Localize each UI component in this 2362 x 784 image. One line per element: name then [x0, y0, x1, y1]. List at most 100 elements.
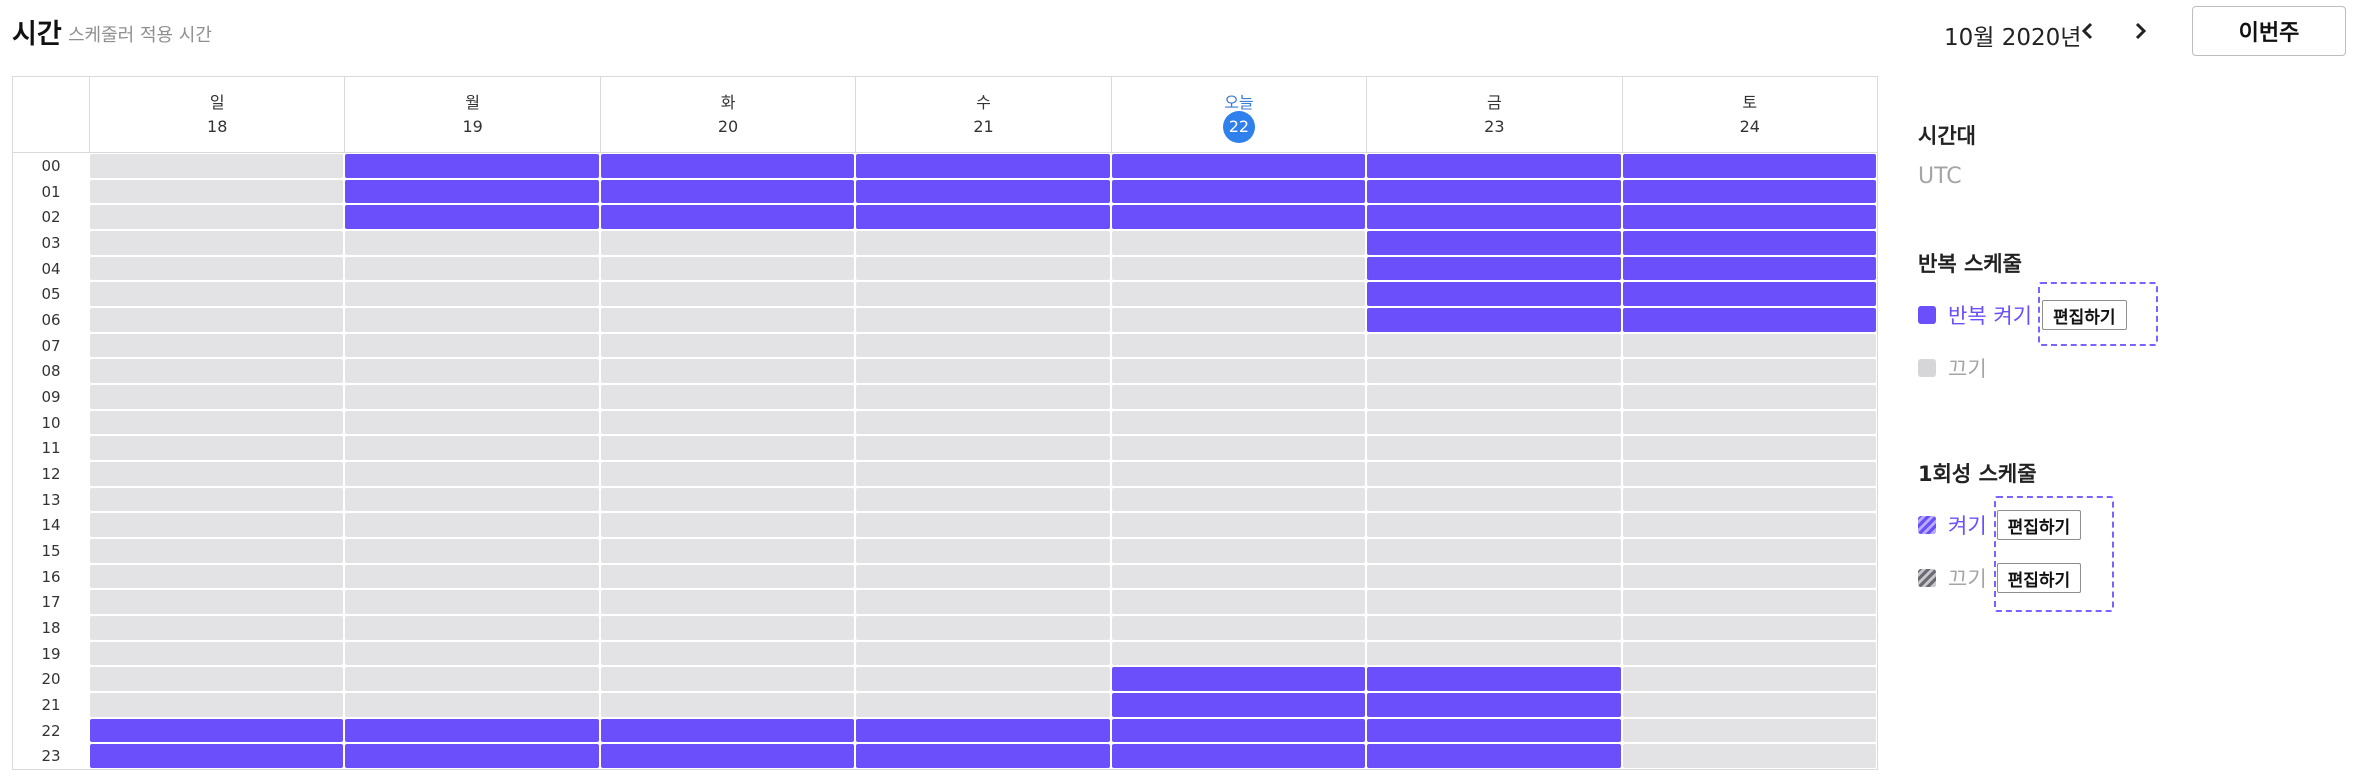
time-slot-18-10[interactable] — [90, 410, 344, 435]
time-slot-22-09[interactable] — [1111, 385, 1366, 409]
time-slot-24-10[interactable] — [1622, 410, 1876, 435]
prev-week-button[interactable] — [2072, 14, 2104, 48]
time-slot-23-20[interactable] — [1367, 667, 1621, 691]
time-slot-24-13[interactable] — [1622, 487, 1876, 512]
time-slot-24-19[interactable] — [1622, 641, 1876, 666]
time-slot-22-16[interactable] — [1111, 564, 1366, 589]
time-slot-21-10[interactable] — [856, 410, 1110, 435]
time-slot-20-17[interactable] — [600, 590, 855, 614]
time-slot-19-08[interactable] — [345, 359, 599, 383]
time-slot-21-12[interactable] — [856, 462, 1110, 486]
time-slot-23-17[interactable] — [1367, 590, 1621, 614]
time-slot-19-00[interactable] — [345, 154, 599, 178]
time-slot-23-12[interactable] — [1367, 462, 1621, 486]
time-slot-19-17[interactable] — [345, 590, 599, 614]
time-slot-22-11[interactable] — [1111, 436, 1366, 460]
time-slot-22-01[interactable] — [1111, 179, 1366, 204]
time-slot-21-21[interactable] — [856, 693, 1110, 717]
time-slot-20-11[interactable] — [600, 436, 855, 460]
time-slot-18-07[interactable] — [90, 333, 344, 358]
time-slot-20-00[interactable] — [600, 154, 855, 178]
time-slot-18-02[interactable] — [90, 205, 344, 229]
time-slot-19-18[interactable] — [345, 616, 599, 640]
time-slot-20-12[interactable] — [600, 462, 855, 486]
time-slot-24-09[interactable] — [1622, 385, 1876, 409]
time-slot-23-14[interactable] — [1367, 513, 1621, 537]
time-slot-24-17[interactable] — [1622, 590, 1876, 614]
time-slot-19-14[interactable] — [345, 513, 599, 537]
time-slot-24-03[interactable] — [1622, 231, 1876, 255]
time-slot-18-14[interactable] — [90, 513, 344, 537]
time-slot-22-06[interactable] — [1111, 308, 1366, 332]
time-slot-21-09[interactable] — [856, 385, 1110, 409]
time-slot-20-14[interactable] — [600, 513, 855, 537]
time-slot-19-21[interactable] — [345, 693, 599, 717]
time-slot-23-06[interactable] — [1367, 308, 1621, 332]
time-slot-20-19[interactable] — [600, 641, 855, 666]
time-slot-18-13[interactable] — [90, 487, 344, 512]
time-slot-22-12[interactable] — [1111, 462, 1366, 486]
time-slot-22-22[interactable] — [1111, 718, 1366, 743]
time-slot-24-12[interactable] — [1622, 462, 1876, 486]
time-slot-20-02[interactable] — [600, 205, 855, 229]
time-slot-18-16[interactable] — [90, 564, 344, 589]
time-slot-18-03[interactable] — [90, 231, 344, 255]
time-slot-24-20[interactable] — [1622, 667, 1876, 691]
time-slot-20-05[interactable] — [600, 282, 855, 306]
time-slot-24-23[interactable] — [1622, 744, 1876, 768]
time-slot-20-07[interactable] — [600, 333, 855, 358]
time-slot-24-14[interactable] — [1622, 513, 1876, 537]
time-slot-24-05[interactable] — [1622, 282, 1876, 306]
time-slot-24-00[interactable] — [1622, 154, 1876, 178]
time-slot-23-16[interactable] — [1367, 564, 1621, 589]
time-slot-22-00[interactable] — [1111, 154, 1366, 178]
time-slot-21-15[interactable] — [856, 539, 1110, 563]
time-slot-22-13[interactable] — [1111, 487, 1366, 512]
time-slot-24-06[interactable] — [1622, 308, 1876, 332]
time-slot-23-09[interactable] — [1367, 385, 1621, 409]
time-slot-23-18[interactable] — [1367, 616, 1621, 640]
time-slot-19-05[interactable] — [345, 282, 599, 306]
time-slot-22-08[interactable] — [1111, 359, 1366, 383]
time-slot-24-15[interactable] — [1622, 539, 1876, 563]
time-slot-23-08[interactable] — [1367, 359, 1621, 383]
time-slot-18-09[interactable] — [90, 385, 344, 409]
time-slot-18-19[interactable] — [90, 641, 344, 666]
time-slot-20-13[interactable] — [600, 487, 855, 512]
time-slot-22-04[interactable] — [1111, 256, 1366, 281]
time-slot-23-11[interactable] — [1367, 436, 1621, 460]
time-slot-19-16[interactable] — [345, 564, 599, 589]
time-slot-23-04[interactable] — [1367, 256, 1621, 281]
time-slot-23-19[interactable] — [1367, 641, 1621, 666]
time-slot-19-13[interactable] — [345, 487, 599, 512]
time-slot-19-10[interactable] — [345, 410, 599, 435]
time-slot-21-17[interactable] — [856, 590, 1110, 614]
time-slot-21-14[interactable] — [856, 513, 1110, 537]
time-slot-22-20[interactable] — [1111, 667, 1366, 691]
time-slot-20-04[interactable] — [600, 256, 855, 281]
time-slot-19-06[interactable] — [345, 308, 599, 332]
time-slot-20-18[interactable] — [600, 616, 855, 640]
time-slot-22-17[interactable] — [1111, 590, 1366, 614]
time-slot-24-22[interactable] — [1622, 718, 1876, 743]
time-slot-18-22[interactable] — [90, 718, 344, 743]
time-slot-23-00[interactable] — [1367, 154, 1621, 178]
time-slot-21-23[interactable] — [856, 744, 1110, 768]
time-slot-19-11[interactable] — [345, 436, 599, 460]
time-slot-19-09[interactable] — [345, 385, 599, 409]
time-slot-21-01[interactable] — [856, 179, 1110, 204]
time-slot-21-22[interactable] — [856, 718, 1110, 743]
time-slot-24-11[interactable] — [1622, 436, 1876, 460]
this-week-button[interactable]: 이번주 — [2192, 6, 2346, 56]
time-slot-18-17[interactable] — [90, 590, 344, 614]
time-slot-22-18[interactable] — [1111, 616, 1366, 640]
time-slot-18-20[interactable] — [90, 667, 344, 691]
time-slot-24-02[interactable] — [1622, 205, 1876, 229]
time-slot-19-23[interactable] — [345, 744, 599, 768]
time-slot-18-12[interactable] — [90, 462, 344, 486]
time-slot-20-20[interactable] — [600, 667, 855, 691]
time-slot-21-06[interactable] — [856, 308, 1110, 332]
time-slot-18-00[interactable] — [90, 154, 344, 178]
time-slot-22-21[interactable] — [1111, 693, 1366, 717]
time-slot-20-15[interactable] — [600, 539, 855, 563]
